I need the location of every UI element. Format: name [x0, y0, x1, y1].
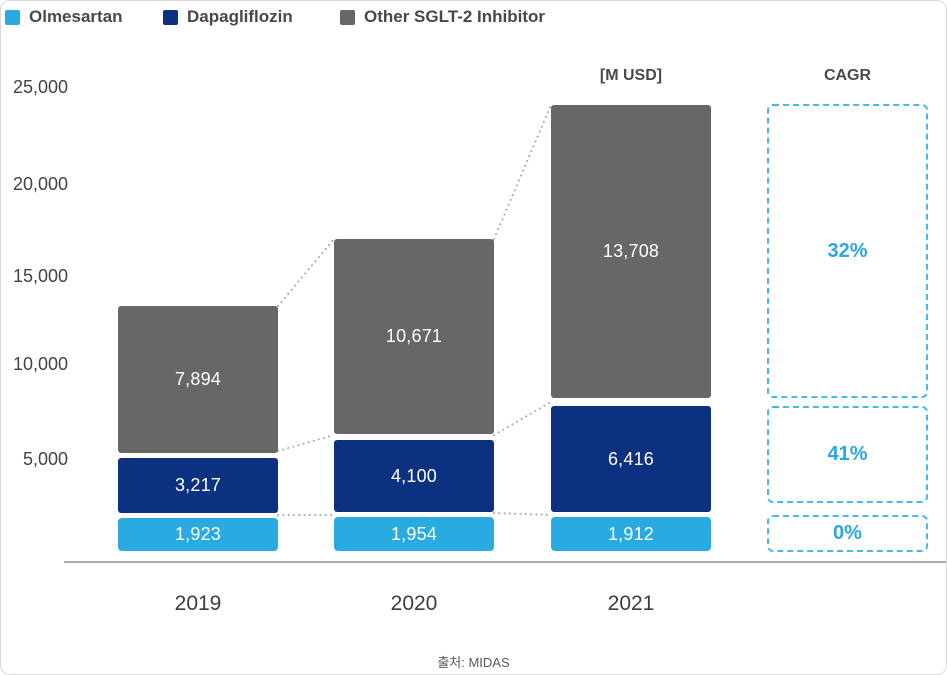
bar-segment-2020-dapagliflozin: 4,100 — [334, 440, 494, 512]
cagr-header: CAGR — [823, 67, 872, 84]
connector-blue-bottom-2 — [493, 512, 552, 516]
legend-label: Other SGLT-2 Inhibitor — [364, 7, 546, 26]
cagr-box-2: 0% — [767, 515, 928, 552]
bar-segment-2019-olmesartan: 1,923 — [118, 518, 278, 551]
connector-gray-bottom-1 — [277, 434, 335, 452]
source-note: 출처: MIDAS — [437, 655, 510, 670]
bar-segment-2021-other-sglt-2-inhibitor: 13,708 — [551, 105, 711, 398]
connector-gray-top-1 — [277, 238, 335, 307]
bar-segment-2019-dapagliflozin: 3,217 — [118, 458, 278, 513]
legend-swatch-icon — [5, 9, 20, 25]
connector-gray-bottom-2 — [493, 401, 552, 436]
legend-label: Dapagliflozin — [187, 7, 293, 26]
y-tick-label: 15,000 — [12, 266, 68, 286]
cagr-value: 41% — [827, 443, 868, 465]
connector-gray-top-2 — [493, 104, 552, 240]
legend-item-0: Olmesartan — [5, 7, 123, 26]
bar-value-label: 1,912 — [607, 523, 655, 544]
bar-value-label: 4,100 — [390, 465, 438, 486]
bar-value-label: 1,923 — [174, 524, 222, 544]
cagr-box-1: 41% — [767, 406, 928, 503]
x-tick-label-2020: 2020 — [390, 592, 438, 615]
bar-segment-2020-other-sglt-2-inhibitor: 10,671 — [334, 239, 494, 434]
bar-value-label: 1,954 — [390, 523, 438, 544]
bar-segment-2021-olmesartan: 1,912 — [551, 517, 711, 551]
x-tick-label-2021: 2021 — [607, 592, 655, 615]
bar-value-label: 10,671 — [385, 326, 443, 346]
x-axis-line — [64, 561, 946, 563]
cagr-value: 0% — [833, 522, 862, 544]
cagr-value: 32% — [827, 239, 868, 262]
bar-value-label: 3,217 — [174, 475, 222, 495]
legend-item-2: Other SGLT-2 Inhibitor — [340, 7, 546, 26]
legend-swatch-icon — [163, 9, 178, 25]
y-tick-label: 10,000 — [12, 354, 68, 374]
y-tick-label: 5,000 — [22, 449, 68, 469]
legend-item-1: Dapagliflozin — [163, 7, 293, 26]
bar-segment-2019-other-sglt-2-inhibitor: 7,894 — [118, 306, 278, 453]
legend-swatch-icon — [340, 9, 355, 25]
bar-value-label: 6,416 — [607, 448, 655, 469]
y-tick-label: 20,000 — [12, 174, 68, 194]
bar-value-label: 7,894 — [174, 369, 222, 389]
bar-segment-2020-olmesartan: 1,954 — [334, 517, 494, 551]
unit-label: [M USD] — [599, 67, 663, 84]
bar-value-label: 13,708 — [602, 241, 660, 261]
y-tick-label: 25,000 — [12, 77, 68, 97]
bar-segment-2021-dapagliflozin: 6,416 — [551, 406, 711, 512]
x-tick-label-2019: 2019 — [174, 592, 222, 615]
cagr-box-0: 32% — [767, 104, 928, 398]
legend-label: Olmesartan — [29, 7, 123, 26]
